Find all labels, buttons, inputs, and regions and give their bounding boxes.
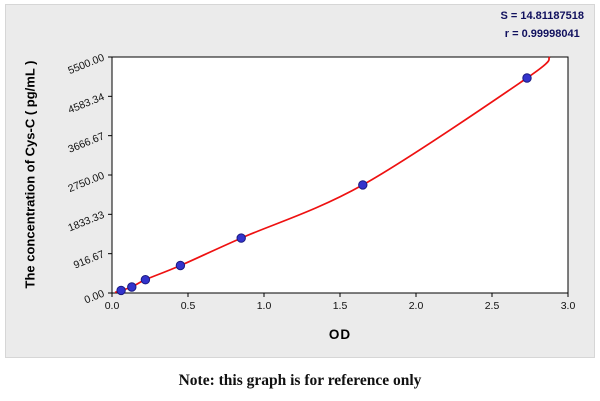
- x-tick-label: 1.0: [257, 300, 272, 312]
- data-point: [140, 275, 151, 285]
- r-value: r = 0.99998041: [504, 27, 580, 40]
- y-tick-label: 0.00: [83, 288, 107, 307]
- x-tick-label: 0.5: [181, 300, 196, 312]
- data-point: [127, 282, 137, 292]
- s-value: S = 14.81187518: [500, 10, 585, 22]
- x-axis-label: OD: [328, 327, 352, 342]
- y-tick-label: 4583.34: [66, 91, 106, 116]
- x-tick-label: 0.0: [105, 300, 120, 312]
- x-tick-label: 3.0: [561, 300, 576, 312]
- y-axis-ticks: 0.00 916.67 1833.33 2750.00 3666.67 4583.34 55…: [66, 52, 112, 307]
- data-point: [358, 180, 368, 190]
- y-tick-label: 5500.00: [66, 52, 106, 77]
- data-point: [116, 285, 126, 296]
- y-tick-label: 1833.33: [66, 209, 106, 234]
- y-tick-label: 916.67: [72, 248, 106, 271]
- data-points: [116, 73, 532, 296]
- x-tick-label: 2.0: [409, 300, 424, 312]
- x-axis-ticks: 0.0 0.5 1.0 1.5 2.0 2.5 3.0: [105, 293, 576, 312]
- data-point: [175, 260, 186, 271]
- data-point: [236, 233, 246, 243]
- standard-curve-line: [114, 56, 551, 294]
- y-axis-label: The concentration of Cys-C ( pg/mL ): [22, 60, 38, 289]
- standard-curve-chart: 0.0 0.5 1.0 1.5 2.0 2.5 3.0 0.00 916.67 1833.33 27…: [66, 52, 576, 312]
- x-tick-label: 2.5: [485, 300, 500, 312]
- y-tick-label: 2750.00: [66, 170, 106, 195]
- x-tick-label: 1.5: [333, 300, 348, 312]
- reference-note: Note: this graph is for reference only: [178, 372, 422, 389]
- y-tick-label: 3666.67: [66, 130, 106, 155]
- plot-area: [111, 56, 569, 294]
- fit-statistics: S = 14.81187518 r = 0.99998041: [501, 8, 585, 43]
- data-point: [522, 73, 532, 83]
